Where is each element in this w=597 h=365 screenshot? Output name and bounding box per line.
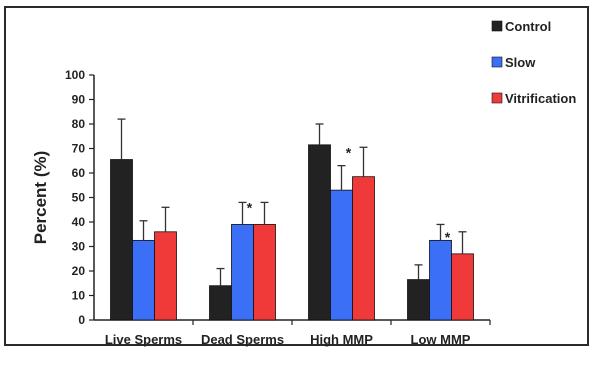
y-tick-label: 20 — [72, 264, 86, 278]
y-tick-label: 100 — [65, 68, 85, 82]
bar-vitrification-0 — [154, 231, 177, 321]
y-axis-title: Percent (%) — [31, 151, 50, 245]
y-tick-label: 70 — [72, 142, 86, 156]
y-tick-label: 40 — [72, 215, 86, 229]
bar-control-2 — [308, 144, 331, 321]
legend-swatch-slow — [491, 56, 503, 68]
bar-control-3 — [407, 279, 430, 321]
bar-slow-1 — [231, 224, 254, 321]
y-tick-label: 60 — [72, 166, 86, 180]
bar-vitrification-2 — [352, 176, 375, 321]
bars: * * * * — [110, 118, 474, 321]
y-tick-label: 0 — [78, 313, 85, 327]
bar-control-0 — [110, 159, 133, 321]
bar-chart: Percent (%) 0 10 20 30 40 50 60 70 80 90 100 Live S… — [31, 19, 576, 347]
significance-marker: * — [445, 229, 451, 245]
legend: Control Slow Vitrification — [491, 19, 576, 106]
y-tick-label: 80 — [72, 117, 86, 131]
bar-slow-2 — [330, 189, 353, 321]
legend-label-slow: Slow — [505, 55, 536, 70]
chart-frame: Percent (%) 0 10 20 30 40 50 60 70 80 90 100 Live S… — [4, 6, 589, 347]
bar-vitrification-1 — [253, 224, 276, 321]
bar-slow-0 — [132, 239, 155, 321]
legend-swatch-vitrification — [491, 92, 503, 104]
y-tick-label: 10 — [72, 289, 86, 303]
x-tick-label: Live Sperms — [105, 332, 182, 347]
x-tick-label: Low MMP — [411, 332, 471, 347]
legend-swatch-control — [491, 20, 503, 32]
significance-marker: * — [126, 218, 132, 234]
y-tick-label: 50 — [72, 191, 86, 205]
legend-label-control: Control — [505, 19, 551, 34]
bar-slow-3 — [429, 239, 452, 321]
significance-marker: * — [247, 199, 253, 215]
legend-label-vitrification: Vitrification — [505, 91, 576, 106]
axes: 0 10 20 30 40 50 60 70 80 90 100 Live Sperms Dead Sp… — [65, 68, 491, 347]
significance-marker: * — [346, 144, 352, 160]
x-tick-label: Dead Sperms — [201, 332, 284, 347]
x-tick-label: High MMP — [310, 332, 373, 347]
y-tick-label: 90 — [72, 93, 86, 107]
y-tick-label: 30 — [72, 240, 86, 254]
bar-vitrification-3 — [451, 253, 474, 321]
bar-control-1 — [209, 285, 232, 321]
